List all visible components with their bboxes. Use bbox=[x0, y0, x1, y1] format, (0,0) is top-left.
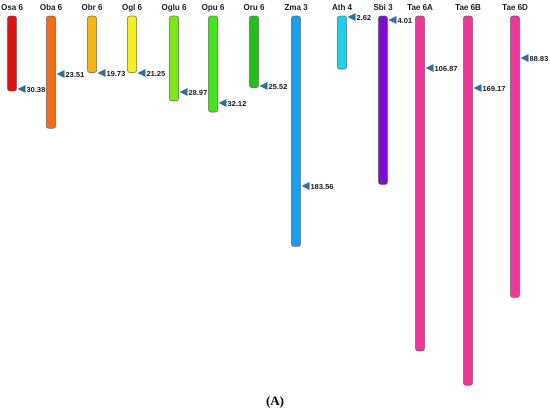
chromosome-label: Tae 6B bbox=[455, 3, 481, 12]
gene-position-label: 23.51 bbox=[66, 70, 85, 79]
chromosome-label: Oba 6 bbox=[40, 3, 63, 12]
chromosome-bar bbox=[7, 15, 17, 92]
chromosome-label: Zma 3 bbox=[284, 3, 308, 12]
gene-marker-icon bbox=[97, 69, 106, 77]
gene-position-label: 106.87 bbox=[435, 64, 458, 73]
gene-position-label: 19.73 bbox=[107, 69, 126, 78]
chromosome-bar bbox=[87, 15, 97, 73]
gene-position-label: 2.62 bbox=[357, 13, 372, 22]
chromosome-oglu-6: Oglu 6 28.97 bbox=[162, 3, 208, 102]
chromosome-obr-6: Obr 6 19.73 bbox=[82, 3, 126, 78]
gene-position-label: 88.83 bbox=[530, 54, 549, 63]
gene-position-label: 30.38 bbox=[27, 85, 46, 94]
chromosome-osa-6: Osa 6 30.38 bbox=[1, 3, 45, 94]
chromosome-ogl-6: Ogl 6 21.25 bbox=[122, 3, 165, 78]
chromosome-map: Osa 6 30.38 Oba 6 23.51 Obr 6 19.73 Ogl 6 21.25… bbox=[1, 3, 549, 386]
chromosome-bar bbox=[337, 15, 347, 70]
chromosome-bar bbox=[127, 15, 137, 73]
gene-position-label: 28.97 bbox=[189, 88, 208, 97]
chromosome-label: Sbi 3 bbox=[373, 3, 393, 12]
chromosome-label: Ath 4 bbox=[332, 3, 353, 12]
gene-position-label: 183.56 bbox=[311, 182, 334, 191]
gene-marker-icon bbox=[301, 182, 310, 190]
gene-marker-icon bbox=[425, 64, 434, 72]
chromosome-ath-4: Ath 4 2.62 bbox=[332, 3, 372, 70]
chromosome-zma-3: Zma 3 183.56 bbox=[284, 3, 334, 247]
gene-position-label: 32.12 bbox=[228, 99, 247, 108]
chromosome-tae-6a: Tae 6A 106.87 bbox=[407, 3, 458, 352]
chromosome-label: Osa 6 bbox=[1, 3, 23, 12]
chromosome-label: Obr 6 bbox=[82, 3, 103, 12]
gene-position-label: 25.52 bbox=[269, 82, 288, 91]
chromosome-oba-6: Oba 6 23.51 bbox=[40, 3, 85, 129]
gene-marker-icon bbox=[520, 54, 529, 62]
chromosome-bar bbox=[291, 15, 301, 247]
gene-position-label: 21.25 bbox=[147, 69, 166, 78]
chromosome-label: Oru 6 bbox=[244, 3, 265, 12]
chromosome-bar bbox=[208, 15, 218, 113]
chromosome-bar bbox=[415, 15, 425, 352]
gene-marker-icon bbox=[473, 84, 482, 92]
chromosome-bar bbox=[169, 15, 179, 102]
chromosome-sbi-3: Sbi 3 4.01 bbox=[373, 3, 413, 185]
gene-marker-icon bbox=[259, 82, 268, 90]
gene-marker-icon bbox=[218, 99, 227, 107]
gene-position-label: 4.01 bbox=[398, 16, 413, 25]
gene-position-label: 169.17 bbox=[483, 84, 506, 93]
chromosome-tae-6b: Tae 6B 169.17 bbox=[455, 3, 506, 386]
chromosome-label: Opu 6 bbox=[202, 3, 225, 12]
chromosome-opu-6: Opu 6 32.12 bbox=[202, 3, 247, 113]
gene-marker-icon bbox=[347, 13, 356, 21]
chromosome-oru-6: Oru 6 25.52 bbox=[244, 3, 288, 91]
chromosome-bar bbox=[46, 15, 56, 129]
gene-marker-icon bbox=[388, 16, 397, 24]
chromosome-label: Oglu 6 bbox=[162, 3, 187, 12]
chromosome-bar bbox=[463, 15, 473, 386]
gene-marker-icon bbox=[17, 85, 26, 93]
chromosome-label: Ogl 6 bbox=[122, 3, 143, 12]
chromosome-bar bbox=[249, 15, 259, 88]
chromosome-bar bbox=[510, 15, 520, 298]
panel-label: (A) bbox=[265, 393, 285, 408]
gene-marker-icon bbox=[179, 88, 188, 96]
gene-marker-icon bbox=[137, 69, 146, 77]
chromosome-label: Tae 6A bbox=[407, 3, 433, 12]
chromosome-tae-6d: Tae 6D 88.83 bbox=[502, 3, 549, 298]
chromosome-label: Tae 6D bbox=[502, 3, 528, 12]
gene-marker-icon bbox=[56, 70, 65, 78]
chromosome-bar bbox=[378, 15, 388, 185]
